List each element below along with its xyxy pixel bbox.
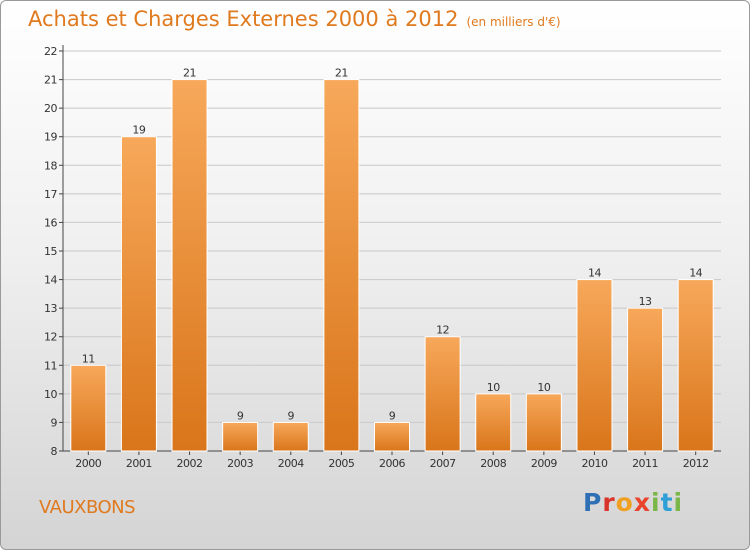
bar [171, 79, 208, 452]
y-tick-label: 12 [44, 331, 57, 344]
grid-lines [63, 50, 721, 452]
x-tick-label: 2004 [278, 457, 304, 470]
x-tick-label: 2005 [328, 457, 354, 470]
labels: 8 9 10 11 12 13 14 15 16 17 18 19 20 21 22 11 2000 19 2001… [44, 45, 709, 470]
y-tick-label: 21 [44, 74, 57, 87]
y-tick-label: 22 [44, 45, 57, 58]
bar [677, 279, 714, 452]
x-tick-label: 2000 [75, 457, 101, 470]
y-tick-label: 8 [51, 445, 58, 458]
y-tick-label: 18 [44, 159, 57, 172]
bar-value-label: 13 [639, 295, 652, 308]
bar-value-label: 21 [183, 67, 196, 80]
bar-value-label: 14 [689, 267, 702, 280]
y-tick-label: 14 [44, 274, 57, 287]
y-tick-label: 10 [44, 388, 57, 401]
x-tick-label: 2011 [632, 457, 658, 470]
y-tick-label: 15 [44, 245, 57, 258]
bar-value-label: 12 [436, 324, 449, 337]
y-tick-label: 16 [44, 216, 57, 229]
bar-value-label: 10 [487, 381, 500, 394]
bar [627, 307, 664, 452]
bar [323, 79, 360, 452]
bar-value-label: 21 [335, 67, 348, 80]
chart-title-text: Achats et Charges Externes 2000 à 2012 [28, 7, 459, 31]
bars [70, 79, 714, 452]
bar [120, 136, 157, 452]
x-tick-label: 2008 [480, 457, 506, 470]
y-tick-label: 11 [44, 359, 57, 372]
chart-title: Achats et Charges Externes 2000 à 2012 (e… [28, 7, 561, 31]
bar [222, 421, 259, 452]
commune-name: VAUXBONS [39, 497, 136, 518]
x-tick-label: 2012 [683, 457, 709, 470]
proxiti-logo: Proxiti [583, 488, 684, 517]
bar [576, 279, 613, 452]
x-tick-label: 2009 [531, 457, 557, 470]
bar-value-label: 9 [237, 409, 244, 422]
x-tick-label: 2010 [581, 457, 607, 470]
x-tick-label: 2002 [177, 457, 203, 470]
bar [374, 421, 410, 452]
bar [424, 336, 461, 452]
bar [525, 393, 562, 452]
x-tick-label: 2001 [126, 457, 152, 470]
y-tick-label: 20 [44, 102, 57, 115]
bar [272, 421, 309, 452]
bar-value-label: 9 [389, 409, 396, 422]
bar-value-label: 19 [132, 124, 145, 137]
bar [70, 364, 107, 452]
bar-value-label: 11 [82, 352, 95, 365]
x-tick-label: 2003 [227, 457, 253, 470]
bar-value-label: 10 [537, 381, 550, 394]
bar-value-label: 14 [588, 267, 601, 280]
x-tick-label: 2007 [430, 457, 456, 470]
y-tick-label: 19 [44, 131, 57, 144]
bar-value-label: 9 [288, 409, 295, 422]
y-tick-label: 13 [44, 302, 57, 315]
y-tick-label: 9 [51, 416, 58, 429]
y-tick-label: 17 [44, 188, 57, 201]
chart-subtitle: (en milliers d'€) [466, 15, 561, 29]
x-tick-label: 2006 [379, 457, 405, 470]
bar [475, 393, 512, 452]
